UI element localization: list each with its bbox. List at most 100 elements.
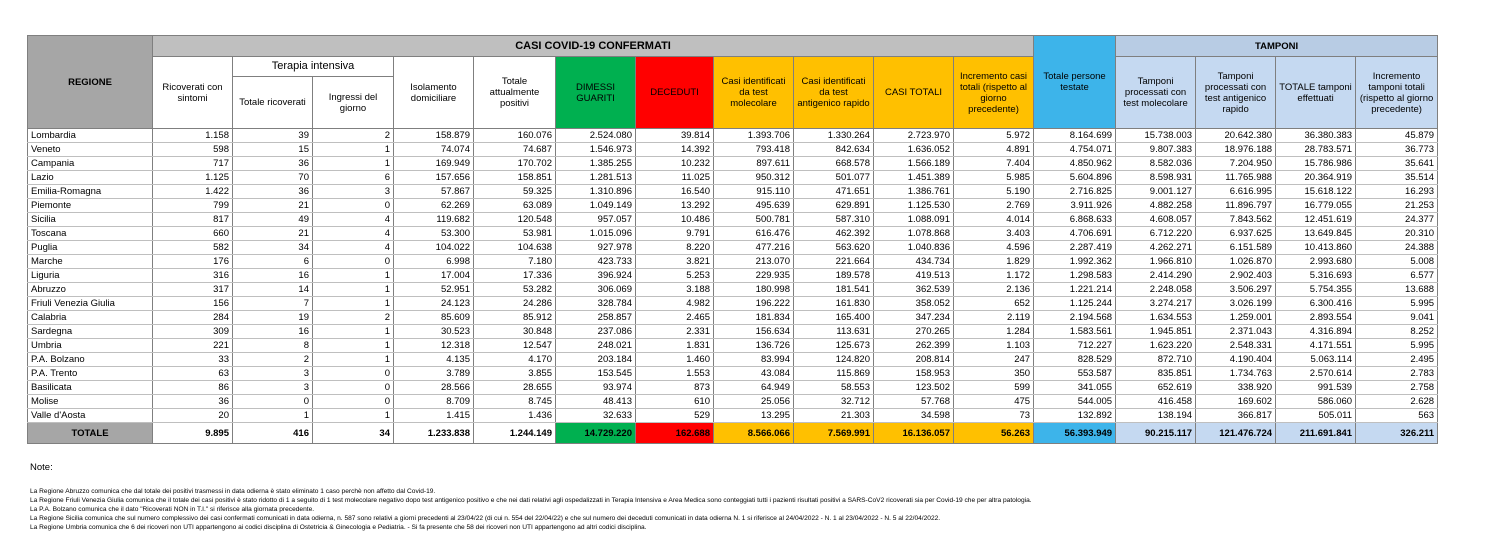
value-cell: 15.738.003 [1115, 128, 1197, 143]
value-cell: 124.820 [793, 352, 874, 367]
value-cell: 475 [952, 394, 1035, 409]
value-cell: 237.086 [555, 324, 636, 339]
value-cell: 309 [152, 324, 233, 339]
value-cell: 598 [152, 142, 233, 157]
value-cell: 1.281.513 [555, 170, 636, 185]
header-cell: CASI TOTALI [873, 56, 954, 129]
value-cell: 341.055 [1033, 380, 1117, 395]
value-cell: 9.041 [1355, 310, 1439, 325]
region-cell: Molise [27, 394, 153, 409]
value-cell: 158.953 [873, 366, 954, 381]
value-cell: 120.548 [473, 212, 556, 227]
total-cell: 34 [312, 422, 394, 444]
value-cell: 872.710 [1115, 352, 1197, 367]
table-row: Lazio 1.125 70 6 157.656 158.851 1.281.513 11.0… [27, 170, 1439, 185]
value-cell: 34 [232, 240, 313, 255]
value-cell: 582 [152, 240, 233, 255]
value-cell: 0 [232, 394, 313, 409]
value-cell: 529 [635, 408, 714, 423]
value-cell: 835.851 [1115, 366, 1197, 381]
total-cell: 7.569.991 [793, 422, 874, 444]
value-cell: 0 [312, 198, 394, 213]
value-cell: 11.025 [635, 170, 714, 185]
header-cell: Totale persone testate [1033, 35, 1117, 129]
header-cell: TOTALE tamponi effettuati [1275, 56, 1357, 129]
value-cell: 5.316.693 [1275, 268, 1357, 283]
value-cell: 2.495 [1355, 352, 1439, 367]
note-line: La Regione Abruzzo comunica che dal tota… [30, 488, 436, 495]
value-cell: 3 [312, 184, 394, 199]
value-cell: 629.891 [793, 198, 874, 213]
value-cell: 18.976.188 [1195, 142, 1277, 157]
table-row: Sardegna 309 16 1 30.523 30.848 237.086 2.331 15… [27, 324, 1439, 339]
region-cell: Sardegna [27, 324, 153, 339]
value-cell: 8.252 [1355, 324, 1439, 339]
value-cell: 15.618.122 [1275, 184, 1357, 199]
value-cell: 28.566 [393, 380, 474, 395]
value-cell: 799 [152, 198, 233, 213]
table-row: Toscana 660 21 4 53.300 53.981 1.015.096 9.791 6… [27, 226, 1439, 241]
region-cell: Basilicata [27, 380, 153, 395]
value-cell: 229.935 [713, 268, 794, 283]
value-cell: 423.733 [555, 254, 636, 269]
header-cell: Terapia intensiva [232, 56, 394, 77]
value-cell: 5.995 [1355, 296, 1439, 311]
value-cell: 73 [952, 408, 1035, 423]
region-cell: Veneto [27, 142, 153, 157]
value-cell: 991.539 [1275, 380, 1357, 395]
value-cell: 1 [312, 408, 394, 423]
value-cell: 306.069 [555, 282, 636, 297]
value-cell: 158.851 [473, 170, 556, 185]
value-cell: 36 [232, 156, 313, 171]
value-cell: 3.274.217 [1115, 296, 1197, 311]
value-cell: 15.786.986 [1275, 156, 1357, 171]
value-cell: 358.052 [873, 296, 954, 311]
value-cell: 2.993.680 [1275, 254, 1357, 269]
value-cell: 4.014 [952, 212, 1035, 227]
value-cell: 3.026.199 [1195, 296, 1277, 311]
value-cell: 1 [312, 324, 394, 339]
value-cell: 119.682 [393, 212, 474, 227]
value-cell: 2 [232, 352, 313, 367]
value-cell: 1.546.973 [555, 142, 636, 157]
value-cell: 13.295 [713, 408, 794, 423]
value-cell: 21.253 [1355, 198, 1439, 213]
value-cell: 85.609 [393, 310, 474, 325]
value-cell: 25.056 [713, 394, 794, 409]
value-cell: 2.570.614 [1275, 366, 1357, 381]
value-cell: 500.781 [713, 212, 794, 227]
header-cell: Tamponi processati con test antigenico r… [1195, 56, 1277, 129]
value-cell: 1.393.706 [713, 128, 794, 143]
value-cell: 1 [312, 296, 394, 311]
value-cell: 20.364.919 [1275, 170, 1357, 185]
value-cell: 176 [152, 254, 233, 269]
value-cell: 170.702 [473, 156, 556, 171]
value-cell: 4 [312, 226, 394, 241]
value-cell: 1.415 [393, 408, 474, 423]
total-row: TOTALE 9.895 416 34 1.233.838 1.244.149 14.729… [27, 422, 1439, 444]
value-cell: 115.869 [793, 366, 874, 381]
value-cell: 4.262.271 [1115, 240, 1197, 255]
value-cell: 262.399 [873, 338, 954, 353]
value-cell: 196.222 [713, 296, 794, 311]
table-row: P.A. Trento 63 3 0 3.789 3.855 153.545 1.553 43.… [27, 366, 1439, 381]
value-cell: 123.502 [873, 380, 954, 395]
value-cell: 11.896.797 [1195, 198, 1277, 213]
value-cell: 1.049.149 [555, 198, 636, 213]
value-cell: 74.687 [473, 142, 556, 157]
value-cell: 1.125.244 [1033, 296, 1117, 311]
value-cell: 828.529 [1033, 352, 1117, 367]
value-cell: 7.204.950 [1195, 156, 1277, 171]
value-cell: 6.577 [1355, 268, 1439, 283]
region-cell: Calabria [27, 310, 153, 325]
value-cell: 873 [635, 380, 714, 395]
value-cell: 1.829 [952, 254, 1035, 269]
value-cell: 24.388 [1355, 240, 1439, 255]
value-cell: 1.125.530 [873, 198, 954, 213]
value-cell: 7 [232, 296, 313, 311]
value-cell: 505.011 [1275, 408, 1357, 423]
value-cell: 9.001.127 [1115, 184, 1197, 199]
header-cell: Incremento tamponi totali (rispetto al g… [1355, 56, 1439, 129]
value-cell: 181.834 [713, 310, 794, 325]
value-cell: 660 [152, 226, 233, 241]
